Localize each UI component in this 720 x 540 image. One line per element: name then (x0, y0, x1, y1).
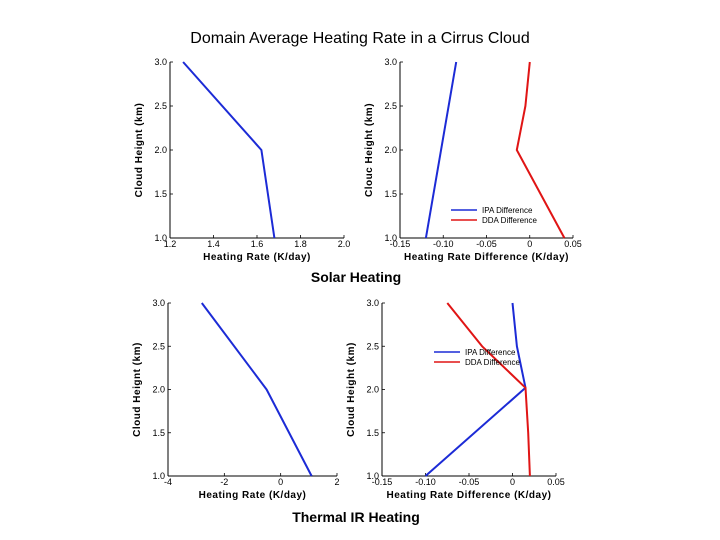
solar-diff-chart: -0.15 -0.10 -0.05 0 0.05 1.0 1.5 2.0 2.5 3.0 Heati… (364, 57, 582, 263)
y-tick-label: 1.0 (154, 233, 167, 243)
y-tick-label: 1.5 (384, 189, 397, 199)
series-line-dda-difference (446, 302, 531, 477)
y-axis-label: Cloud Heignt (km) (132, 342, 143, 437)
x-tick-label: 1.8 (294, 239, 307, 249)
x-tick-label: -0.10 (415, 477, 436, 487)
x-axis-label: Heating Rate (K/day) (199, 490, 307, 501)
y-tick-label: 3.0 (152, 298, 165, 308)
x-tick-label: -0.15 (390, 239, 411, 249)
y-tick-label: 2.0 (152, 385, 165, 395)
y-tick-label: 2.0 (154, 145, 167, 155)
y-tick-label: 3.0 (366, 298, 379, 308)
thermal-ir-heating-label: Thermal IR Heating (292, 509, 420, 525)
x-tick-label: 1.2 (164, 239, 177, 249)
series-line-ipa-difference (424, 61, 458, 239)
x-tick-label: -0.05 (459, 477, 480, 487)
x-tick-label: 2 (334, 477, 339, 487)
y-tick-label: 1.0 (366, 471, 379, 481)
series-line-dda-difference (515, 61, 566, 239)
x-tick-label: -0.05 (476, 239, 497, 249)
x-tick-label: 0.05 (547, 477, 565, 487)
y-tick-label: 1.5 (366, 428, 379, 438)
y-tick-label: 2.5 (152, 341, 165, 351)
x-tick-label: 2.0 (338, 239, 351, 249)
legend-entry: IPA Difference (482, 206, 533, 215)
x-axis-label: Heating Rate Difference (K/day) (404, 252, 569, 263)
y-tick-label: 3.0 (384, 57, 397, 67)
legend-entry: DDA Difference (465, 358, 521, 367)
y-axis-label: Cloud Heignt (km) (134, 103, 145, 198)
y-tick-label: 2.0 (366, 385, 379, 395)
y-tick-label: 1.5 (152, 428, 165, 438)
x-axis-label: Heating Rate Difference (K/day) (387, 490, 552, 501)
thermal-diff-chart: -0.15 -0.10 -0.05 0 0.05 1.0 1.5 2.0 2.5 3.0 Heati… (346, 298, 565, 501)
y-tick-label: 1.0 (384, 233, 397, 243)
legend-entry: IPA Difference (465, 348, 516, 357)
x-tick-label: 0 (278, 477, 283, 487)
y-axis-label: Cloud Height (km) (346, 342, 357, 437)
x-tick-label: -0.10 (433, 239, 454, 249)
x-axis-label: Heating Rate (K/day) (203, 252, 311, 263)
x-tick-label: 1.4 (207, 239, 220, 249)
thermal-rate-chart: -4 -2 0 2 1.0 1.5 2.0 2.5 3.0 Heating Rate (K/day… (132, 298, 340, 501)
x-tick-label: 0.05 (564, 239, 582, 249)
y-tick-label: 1.0 (152, 471, 165, 481)
legend-entry: DDA Difference (482, 216, 538, 225)
y-tick-label: 3.0 (154, 57, 167, 67)
y-tick-label: 2.5 (154, 101, 167, 111)
series-line-heating-rate (182, 61, 276, 239)
page-title: Domain Average Heating Rate in a Cirrus … (190, 30, 530, 47)
y-tick-label: 2.5 (366, 341, 379, 351)
series-line-ipa-difference (424, 302, 527, 477)
x-tick-label: -0.15 (372, 477, 393, 487)
y-tick-label: 2.0 (384, 145, 397, 155)
solar-heating-label: Solar Heating (310, 269, 402, 285)
y-tick-label: 2.5 (384, 101, 397, 111)
x-tick-label: -4 (164, 477, 172, 487)
y-tick-label: 1.5 (154, 189, 167, 199)
series-line-heating-rate (200, 302, 313, 477)
x-tick-label: 1.6 (251, 239, 264, 249)
x-tick-label: 0 (510, 477, 515, 487)
x-tick-label: -2 (220, 477, 228, 487)
y-axis-label: Clouc Height (km) (364, 103, 375, 197)
solar-rate-chart: 1.2 1.4 1.6 1.8 2.0 1.0 1.5 2.0 2.5 3.0 Heating Ra… (134, 57, 350, 263)
x-tick-label: 0 (527, 239, 532, 249)
